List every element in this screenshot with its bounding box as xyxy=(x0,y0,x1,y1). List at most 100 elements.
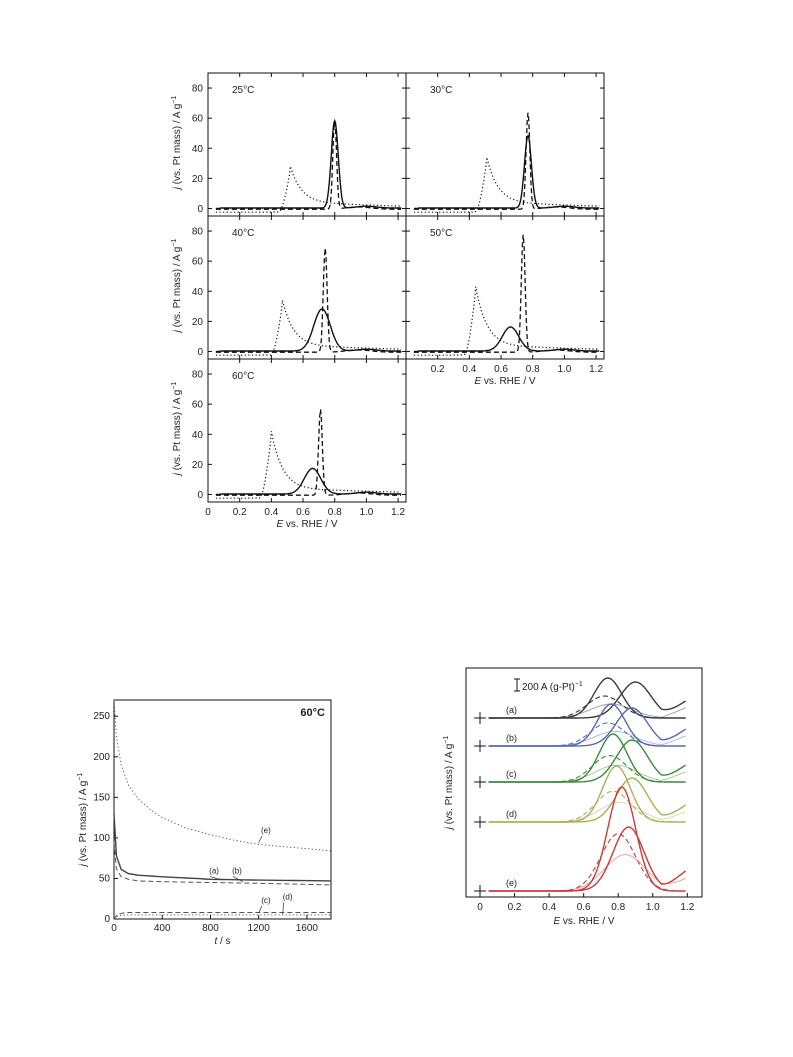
y-tick-label: 60 xyxy=(192,257,204,268)
panel-3: 0.2 0.4 0.6 0.8 1.0 1.2 50°C E vs. RHE / V xyxy=(405,215,605,387)
label-leader-line xyxy=(209,876,223,881)
y-tick-label: 40 xyxy=(192,287,204,298)
series-line-cathodic xyxy=(488,786,686,892)
dotted-series-line xyxy=(215,166,402,213)
dashed-series-line xyxy=(215,409,402,496)
x-tick-label: 0.6 xyxy=(494,364,508,375)
series-label: (b) xyxy=(506,733,517,743)
y-axis-label: j (vs. Pt mass) / A g−1 xyxy=(171,96,183,192)
x-tick-label: 0.4 xyxy=(462,364,476,375)
x-tick-label: 1.0 xyxy=(359,507,373,518)
panel-label: 50°C xyxy=(430,228,452,239)
label-leader-line xyxy=(258,905,263,914)
dashed-series-line xyxy=(413,234,600,353)
panel-label: 25°C xyxy=(232,85,254,96)
series-label: (e) xyxy=(261,826,271,835)
series-line-cathodic xyxy=(488,733,686,783)
panel-label: 40°C xyxy=(232,228,254,239)
series-line-anodic xyxy=(488,826,687,892)
panel-label: 30°C xyxy=(430,85,452,96)
y-tick-label: 20 xyxy=(192,317,204,328)
series-line xyxy=(113,914,331,920)
series-line-dashed xyxy=(488,695,686,719)
x-tick-label: 1.0 xyxy=(557,364,571,375)
panel-label: 60°C xyxy=(232,371,254,382)
y-tick-label: 60 xyxy=(192,114,204,125)
y-tick-label: 80 xyxy=(192,227,204,238)
panel-1: 30°C xyxy=(405,72,605,217)
y-tick-label: 150 xyxy=(93,792,110,803)
y-tick-label: 0 xyxy=(197,490,203,501)
x-tick-label: 400 xyxy=(154,923,171,934)
x-axis-label: E vs. RHE / V xyxy=(474,376,535,387)
label-leader-line xyxy=(258,835,263,843)
dotted-series-line xyxy=(215,431,402,499)
y-tick-label: 20 xyxy=(192,174,204,185)
x-tick-label: 0.4 xyxy=(264,507,278,518)
y-tick-label: 40 xyxy=(192,430,204,441)
solid-series-line xyxy=(413,134,600,210)
dotted-series-line xyxy=(413,157,600,213)
x-axis-label: E vs. RHE / V xyxy=(276,519,337,530)
stacked-voltammogram-figure: 0 0.2 0.4 0.6 0.8 1.0 1.2 E vs. RHE / V j (vs. P… xyxy=(443,667,703,927)
series-line-dashed xyxy=(488,722,686,747)
panel-2: 0 20 40 60 80 40°C j (vs. Pt mass) / A g−1 xyxy=(171,215,407,360)
x-tick-label: 0.6 xyxy=(577,902,591,913)
y-tick-label: 40 xyxy=(192,144,204,155)
x-tick-label: 1.2 xyxy=(589,364,603,375)
x-tick-label: 1.2 xyxy=(391,507,405,518)
x-tick-label: 1.2 xyxy=(680,902,694,913)
y-tick-label: 20 xyxy=(192,460,204,471)
x-tick-label: 0.8 xyxy=(328,507,342,518)
x-axis-label: E vs. RHE / V xyxy=(553,916,614,927)
x-tick-label: 1600 xyxy=(296,923,319,934)
x-tick-label: 0.2 xyxy=(508,902,522,913)
x-tick-label: 0 xyxy=(205,507,211,518)
chart-title: 60°C xyxy=(300,707,325,719)
panel-frame xyxy=(207,358,407,503)
y-axis-label: j (vs. Pt mass) / A g−1 xyxy=(443,736,455,832)
series-line-dashed xyxy=(488,833,686,892)
series-line-cathodic xyxy=(488,677,686,719)
x-tick-label: 0 xyxy=(111,923,117,934)
panel-4: 0 0.2 0.4 0.6 0.8 1.0 1.2 0 20 40 60 80 60°C j (vs. P… xyxy=(171,358,407,530)
dashed-series-line xyxy=(413,112,600,210)
chronoamperometry-figure: 0 400 800 1200 1600 0 50 100 150 200 250 60°C t / s j… xyxy=(77,699,332,947)
solid-series-line xyxy=(413,326,600,353)
y-tick-label: 0 xyxy=(197,347,203,358)
temperature-panels-figure: 0 20 40 60 80 25°C j (vs. Pt mass) / A g−1 30°C… xyxy=(171,72,605,530)
dotted-series-line xyxy=(413,286,600,356)
series-label: (c) xyxy=(506,769,517,779)
y-axis-label: j (vs. Pt mass) / A g−1 xyxy=(171,239,183,335)
label-leader-line xyxy=(232,876,244,883)
y-tick-label: 50 xyxy=(99,873,111,884)
series-label: (d) xyxy=(283,893,293,902)
x-tick-label: 0.6 xyxy=(296,507,310,518)
plot-frame xyxy=(113,699,332,920)
y-tick-label: 250 xyxy=(93,711,110,722)
y-tick-label: 100 xyxy=(93,833,110,844)
series-label: (e) xyxy=(506,878,517,888)
scale-bar-label: 200 A (g-Pt)−1 xyxy=(522,681,583,693)
solid-series-line xyxy=(215,118,402,210)
y-tick-label: 0 xyxy=(197,204,203,215)
series-label: (d) xyxy=(506,809,517,819)
x-tick-label: 1.0 xyxy=(646,902,660,913)
label-leader-line xyxy=(282,902,284,915)
x-tick-label: 0 xyxy=(477,902,483,913)
series-line-dashed xyxy=(488,790,686,823)
y-axis-label: j (vs. Pt mass) / A g−1 xyxy=(77,773,89,869)
dotted-series-line xyxy=(215,300,402,356)
series-line xyxy=(113,813,332,882)
y-tick-label: 80 xyxy=(192,84,204,95)
x-tick-label: 0.8 xyxy=(611,902,625,913)
series-line-anodic xyxy=(488,681,686,719)
y-tick-label: 0 xyxy=(104,914,110,925)
panel-0: 0 20 40 60 80 25°C j (vs. Pt mass) / A g−1 xyxy=(171,72,407,217)
x-tick-label: 0.4 xyxy=(542,902,556,913)
panel-frame xyxy=(405,215,605,360)
solid-series-line xyxy=(215,308,402,353)
x-tick-label: 0.2 xyxy=(431,364,445,375)
x-tick-label: 800 xyxy=(202,923,219,934)
series-line xyxy=(113,912,331,920)
